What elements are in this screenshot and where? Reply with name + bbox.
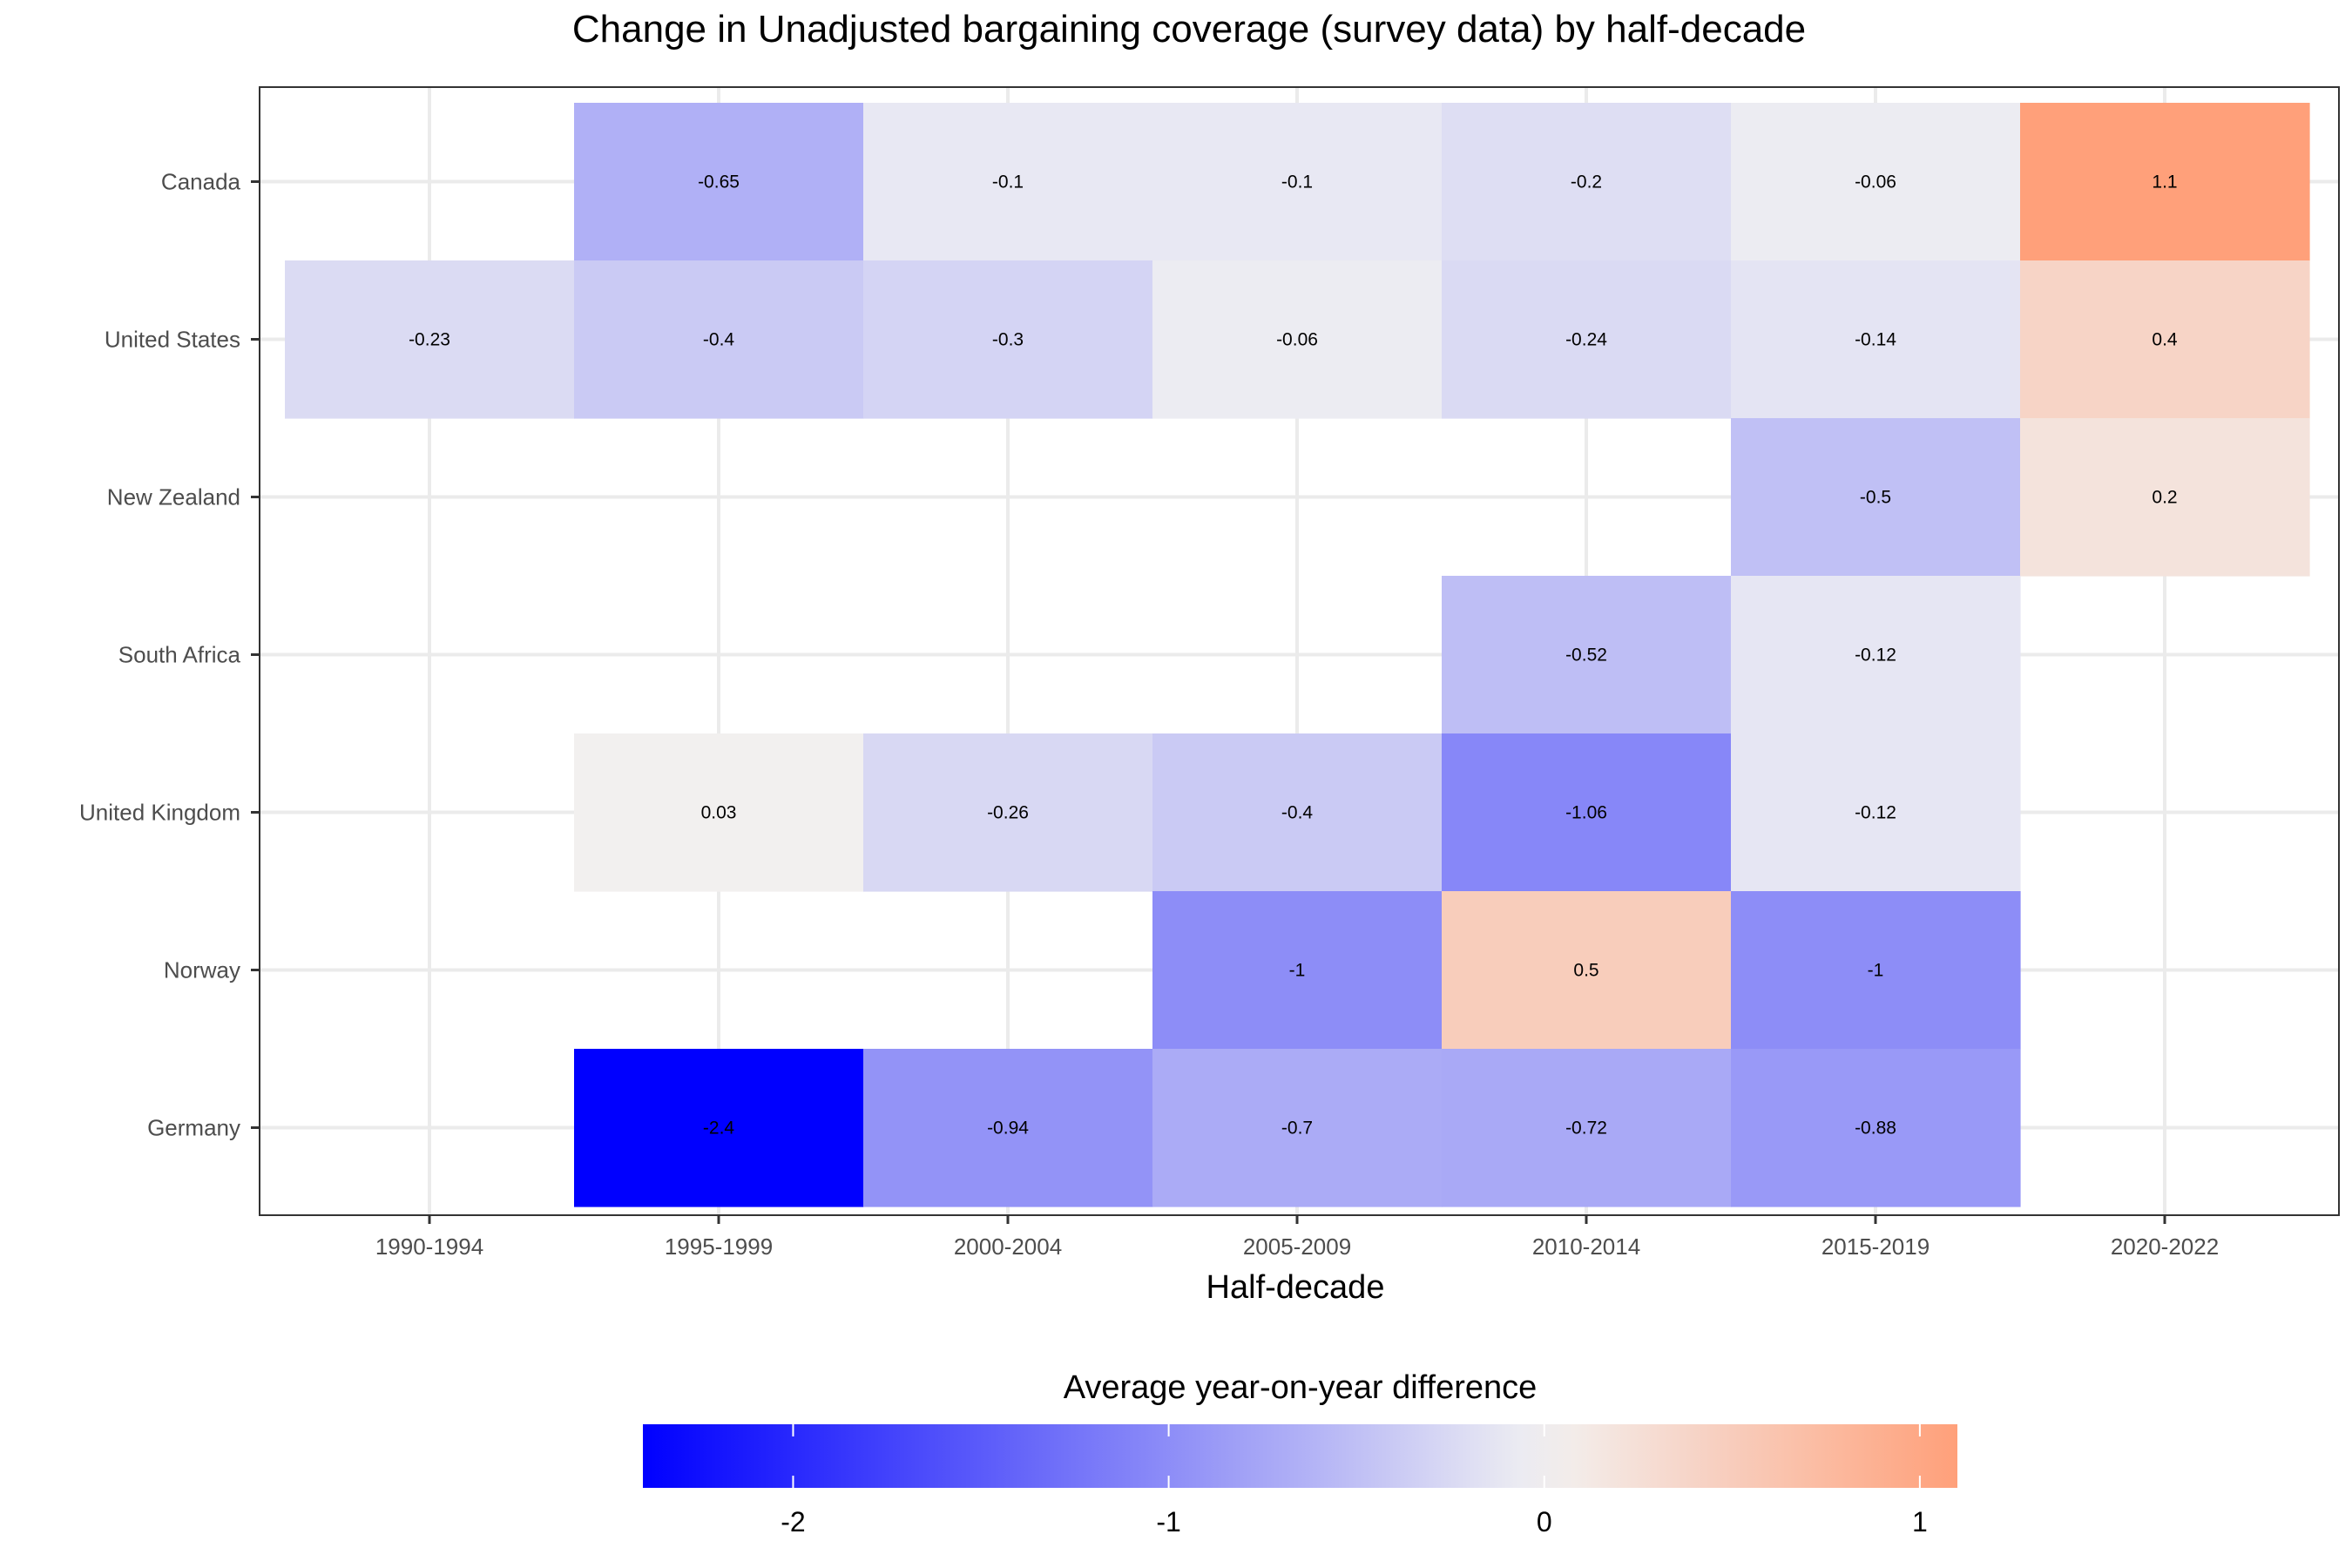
heatmap-cell	[574, 1049, 864, 1207]
x-tick-label: 2010-2014	[1532, 1233, 1640, 1260]
cell-value-label: -0.06	[1276, 330, 1318, 350]
heatmap-cell	[1442, 733, 1732, 892]
heatmap-cell	[1731, 418, 2021, 577]
y-tick-label: Germany	[147, 1115, 240, 1141]
cell-value-label: -0.1	[992, 172, 1024, 193]
cell-value-label: -1	[1868, 961, 1884, 981]
heatmap-cell	[574, 733, 864, 892]
heatmap-cell	[2020, 418, 2310, 577]
heatmap-cell	[863, 260, 1153, 419]
heatmap-cell	[1731, 733, 2021, 892]
cell-value-label: -0.1	[1281, 172, 1313, 193]
heatmap-cell	[574, 260, 864, 419]
cell-value-label: 1.1	[2152, 172, 2177, 193]
heatmap-cell	[1442, 103, 1732, 261]
heatmap-cell	[285, 260, 575, 419]
heatmap-cell	[1152, 260, 1443, 419]
heatmap-cell	[1152, 733, 1443, 892]
y-tick-label: New Zealand	[107, 484, 240, 510]
heatmap-cell	[863, 1049, 1153, 1207]
cell-value-label: -0.2	[1571, 172, 1602, 193]
chart-title: Change in Unadjusted bargaining coverage…	[572, 8, 1806, 51]
cell-value-label: -0.06	[1855, 172, 1896, 193]
heatmap-cell	[574, 103, 864, 261]
legend-colorbar	[643, 1424, 1957, 1488]
y-tick-label: Canada	[161, 169, 241, 195]
cell-value-label: -0.26	[987, 803, 1029, 823]
y-tick-label: United States	[105, 327, 240, 353]
y-tick-label: United Kingdom	[79, 800, 240, 826]
cell-value-label: -0.5	[1860, 488, 1891, 508]
cell-value-label: -0.12	[1855, 645, 1896, 666]
cell-value-label: -0.4	[1281, 803, 1314, 823]
heatmap-cell	[1731, 1049, 2021, 1207]
legend-tick-label: 0	[1537, 1506, 1552, 1538]
x-tick-label: 2000-2004	[954, 1233, 1062, 1260]
heatmap-cell	[1152, 1049, 1443, 1207]
x-tick-label: 2015-2019	[1821, 1233, 1930, 1260]
legend-tick-label: -2	[781, 1506, 805, 1538]
heatmap-cell	[863, 733, 1153, 892]
y-tick-label: South Africa	[118, 642, 241, 668]
x-tick-label: 2020-2022	[2111, 1233, 2219, 1260]
cell-value-label: 0.03	[701, 803, 737, 823]
cell-value-label: -0.7	[1281, 1119, 1313, 1139]
heatmap-cell	[1731, 103, 2021, 261]
heatmap-cell	[2020, 260, 2310, 419]
heatmap-cell	[1442, 260, 1732, 419]
heatmap-cell	[1731, 576, 2021, 734]
cell-value-label: -0.72	[1565, 1119, 1607, 1139]
heatmap-cell	[1731, 891, 2021, 1050]
heatmap-cell	[1731, 260, 2021, 419]
cell-value-label: 0.4	[2152, 330, 2178, 350]
heatmap-cell	[1442, 891, 1732, 1050]
heatmap-cell	[1152, 891, 1443, 1050]
heatmap-cell	[2020, 103, 2310, 261]
x-tick-label: 1990-1994	[375, 1233, 483, 1260]
cell-value-label: -2.4	[703, 1119, 735, 1139]
heatmap-cell	[1152, 103, 1443, 261]
cell-value-label: 0.5	[1573, 961, 1598, 981]
y-tick-label: Norway	[164, 957, 240, 983]
legend-tick-label: 1	[1912, 1506, 1928, 1538]
x-axis-title: Half-decade	[1206, 1269, 1385, 1306]
legend-tick-label: -1	[1156, 1506, 1180, 1538]
plot-border	[259, 86, 2340, 1216]
cell-value-label: -1	[1289, 961, 1306, 981]
cell-value-label: -1.06	[1565, 803, 1607, 823]
heatmap-cell	[1442, 1049, 1732, 1207]
cell-value-label: -0.14	[1855, 330, 1896, 350]
cell-value-label: 0.2	[2152, 488, 2177, 508]
cell-value-label: -0.24	[1565, 330, 1607, 350]
x-tick-label: 1995-1999	[665, 1233, 773, 1260]
cell-value-label: -0.94	[987, 1119, 1029, 1139]
cell-value-label: -0.65	[698, 172, 740, 193]
legend-title: Average year-on-year difference	[1064, 1369, 1538, 1406]
heatmap-cell	[1442, 576, 1732, 734]
cell-value-label: -0.23	[409, 330, 450, 350]
cell-value-label: -0.4	[703, 330, 735, 350]
heatmap-cell	[863, 103, 1153, 261]
cell-value-label: -0.12	[1855, 803, 1896, 823]
x-tick-label: 2005-2009	[1243, 1233, 1351, 1260]
cell-value-label: -0.52	[1565, 645, 1607, 666]
cell-value-label: -0.88	[1855, 1119, 1896, 1139]
cell-value-label: -0.3	[992, 330, 1024, 350]
